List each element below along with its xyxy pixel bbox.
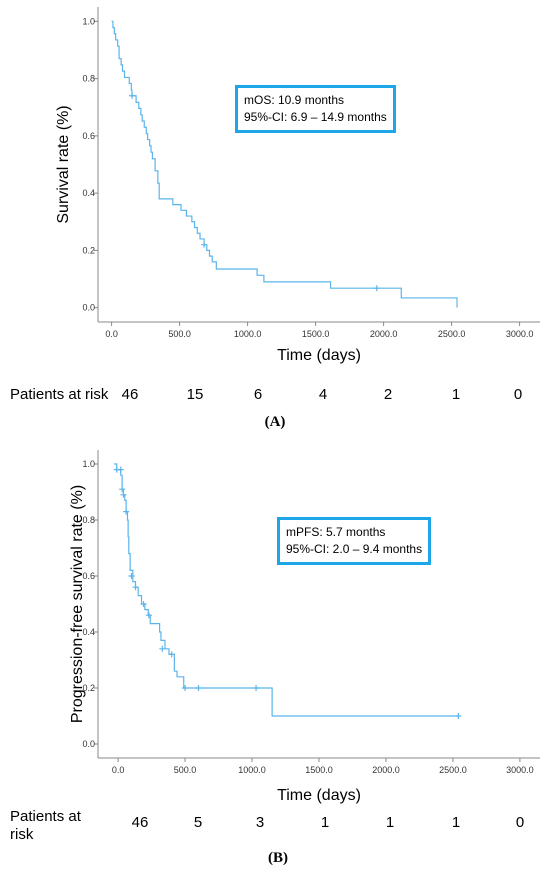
panel-b: 0.0 500.0 1000.0 1500.0 2000.0 2500.0 3000.0 0.… (0, 440, 550, 882)
x-tick-label: 1000.0 (238, 765, 266, 775)
patients-at-risk-label-b: Patients at risk (10, 808, 81, 843)
x-axis-label-b: Time (days) (277, 787, 361, 804)
risk-count: 1 (320, 814, 330, 831)
risk-count: 15 (186, 386, 204, 403)
patients-at-risk-label-a: Patients at risk (10, 386, 109, 403)
y-tick-label: 0.8 (82, 515, 95, 525)
censor-mark (129, 92, 135, 99)
survival-chart-b: 0.0 500.0 1000.0 1500.0 2000.0 2500.0 3000.0 0.… (69, 450, 540, 804)
censor-mark (168, 651, 175, 658)
censor-mark (132, 584, 139, 591)
y-tick-label: 0.2 (82, 683, 95, 693)
y-tick-label: 0.0 (82, 739, 95, 749)
risk-count: 1 (451, 386, 461, 403)
censor-mark (455, 713, 462, 719)
median-survival-annotation-a: mOS: 10.9 months 95%-CI: 6.9 – 14.9 mont… (235, 85, 396, 133)
risk-count: 46 (131, 814, 149, 831)
censor-mark (123, 508, 130, 515)
survival-curve (111, 20, 458, 308)
censor-mark (145, 612, 152, 619)
y-tick-label: 0.0 (82, 303, 95, 313)
y-tick-label: 0.6 (82, 571, 95, 581)
panel-a: 0.0 500.0 1000.0 1500.0 2000.0 2500.0 3000.0 0.… (0, 0, 550, 440)
median-pfs-annotation-b: mPFS: 5.7 months 95%-CI: 2.0 – 9.4 month… (277, 517, 432, 565)
censor-mark (159, 645, 166, 652)
risk-count: 6 (253, 386, 263, 403)
x-tick-label: 2000.0 (372, 765, 400, 775)
y-tick-label: 0.4 (82, 627, 95, 637)
censor-mark (120, 491, 127, 498)
y-axis-label-b: Progression-free survival rate (%) (69, 485, 86, 723)
risk-count: 0 (513, 386, 523, 403)
x-tick-label: 1500.0 (305, 765, 333, 775)
censor-mark (195, 685, 202, 691)
x-tick-label: 500.0 (174, 765, 197, 775)
censor-mark (373, 285, 380, 292)
censor-mark (128, 573, 135, 579)
y-tick-label: 0.2 (82, 245, 95, 255)
risk-count: 5 (193, 814, 203, 831)
x-tick-label: 3000.0 (506, 765, 534, 775)
x-tick-label: 2500.0 (439, 765, 467, 775)
censor-mark (253, 685, 260, 691)
risk-count: 46 (121, 386, 139, 403)
annotation-line: mPFS: 5.7 months (286, 525, 386, 539)
y-tick-label: 0.8 (82, 74, 95, 84)
x-axis-label-a: Time (days) (277, 347, 361, 364)
x-tick-label: 0.0 (112, 765, 125, 775)
panel-label-b: (B) (268, 850, 288, 866)
annotation-line: 95%-CI: 2.0 – 9.4 months (286, 542, 423, 556)
risk-count: 0 (515, 814, 525, 831)
y-axis-label-a: Survival rate (%) (55, 105, 72, 223)
censor-mark (117, 466, 124, 473)
x-tick-label: 2500.0 (438, 329, 466, 339)
risk-count: 1 (385, 814, 395, 831)
censor-mark (119, 486, 126, 493)
censor-mark (140, 601, 147, 607)
censor-mark (182, 685, 189, 691)
panel-label-a: (A) (264, 414, 286, 430)
x-tick-label: 1000.0 (234, 329, 262, 339)
risk-count: 4 (318, 386, 328, 403)
x-tick-label: 1500.0 (302, 329, 330, 339)
y-tick-label: 1.0 (82, 16, 95, 26)
survival-curve (114, 463, 459, 717)
x-tick-label: 2000.0 (370, 329, 398, 339)
censor-mark (201, 241, 208, 248)
y-tick-label: 1.0 (82, 459, 95, 469)
risk-count: 3 (255, 814, 265, 831)
y-tick-label: 0.6 (82, 131, 95, 141)
annotation-line: 95%-CI: 6.9 – 14.9 months (244, 110, 387, 124)
risk-count: 2 (383, 386, 393, 403)
x-tick-label: 0.0 (105, 329, 118, 339)
x-tick-label: 3000.0 (506, 329, 534, 339)
y-tick-label: 0.4 (82, 188, 95, 198)
annotation-line: mOS: 10.9 months (244, 93, 345, 107)
risk-count: 1 (451, 814, 461, 831)
x-tick-label: 500.0 (168, 329, 191, 339)
survival-chart-a: 0.0 500.0 1000.0 1500.0 2000.0 2500.0 3000.0 0.… (55, 7, 540, 364)
